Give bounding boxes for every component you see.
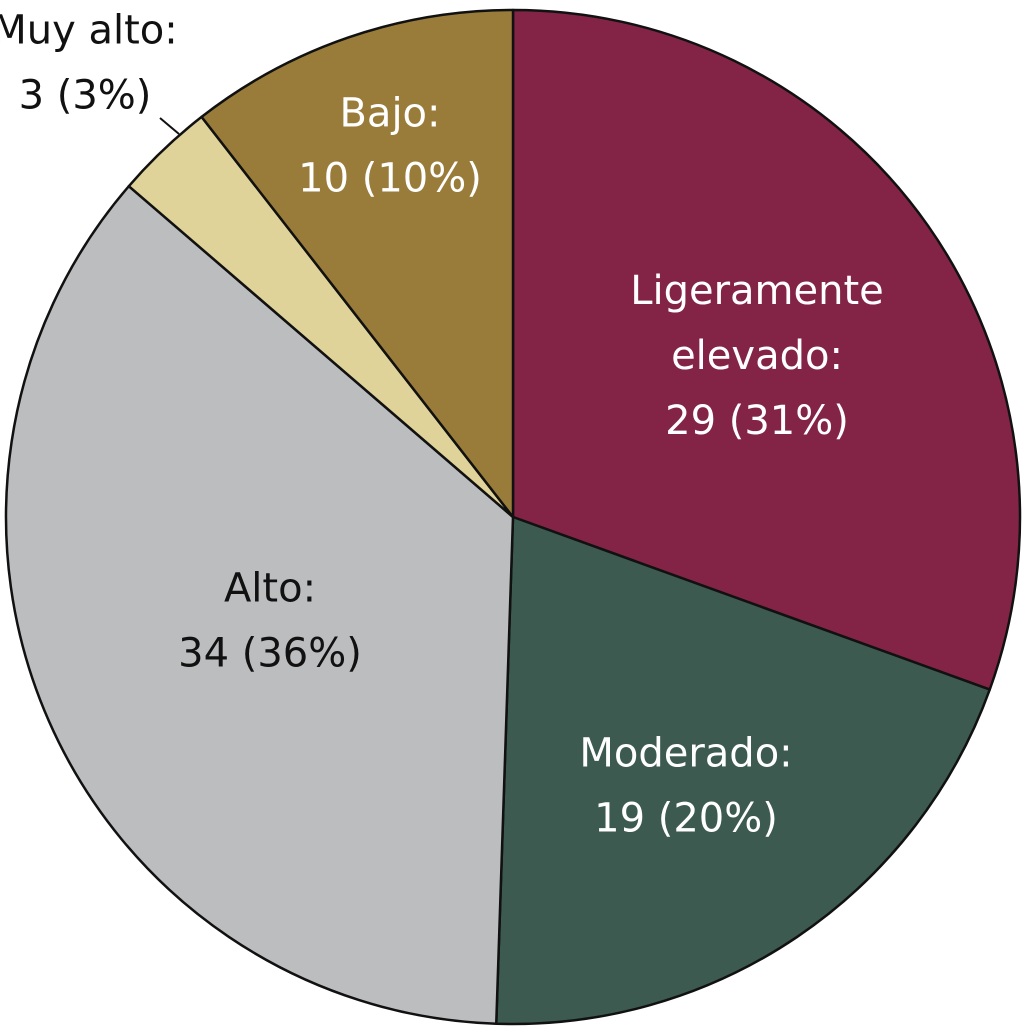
slice-label-muy-alto: Muy alto: 3 (3%)	[0, 8, 178, 119]
pie-slice-bajo	[200, 8, 515, 519]
leader-lines	[159, 117, 180, 135]
slice-label-bajo: Bajo: 10 (10%)	[298, 91, 482, 202]
pie-slices	[4, 8, 1022, 1026]
pie-slice-ligeramente-elevado	[511, 8, 1022, 691]
slice-label-ligeramente-elevado: Ligeramente elevado: 29 (31%)	[630, 268, 884, 444]
leader-line-muy-alto	[159, 117, 180, 135]
pie-slice-alto	[4, 184, 515, 1025]
pie-slice-moderado	[494, 515, 991, 1026]
slice-label-alto: Alto: 34 (36%)	[178, 566, 362, 677]
slice-labels: Ligeramente elevado: 29 (31%) Moderado: 19 (…	[0, 8, 884, 842]
slice-label-moderado: Moderado: 19 (20%)	[579, 731, 792, 842]
